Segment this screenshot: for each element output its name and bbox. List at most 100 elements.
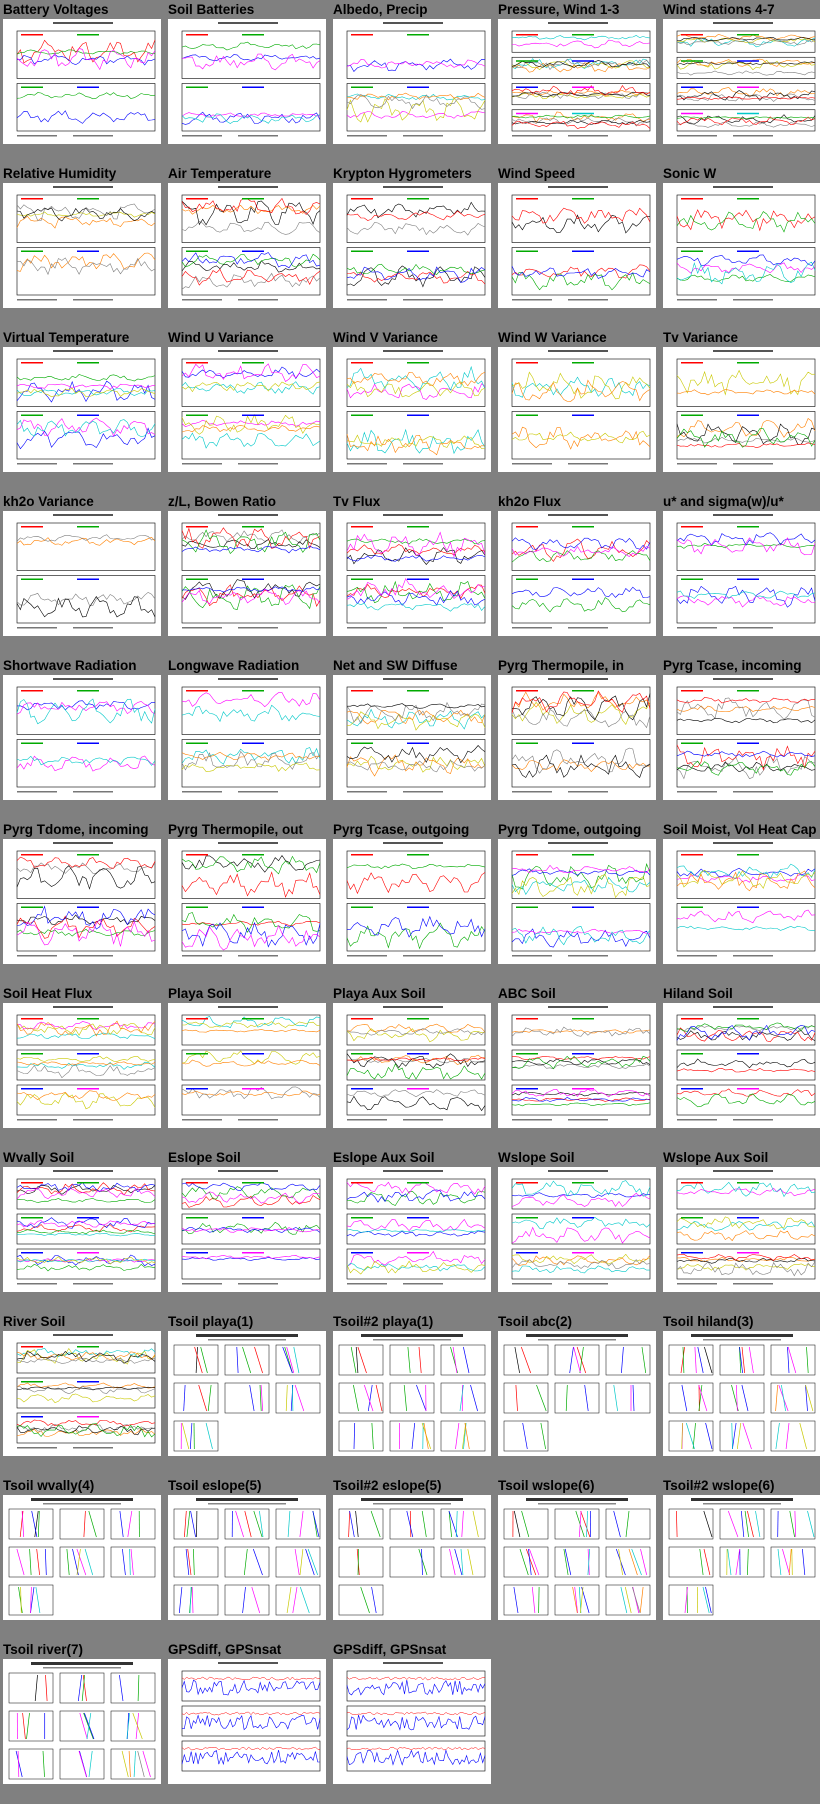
- plot-title[interactable]: Air Temperature: [168, 166, 272, 181]
- plot-thumbnail-cell[interactable]: Playa Aux Soil: [333, 984, 491, 1148]
- plot-title[interactable]: Tsoil playa(1): [168, 1314, 254, 1329]
- plot-thumbnail-image[interactable]: [663, 347, 820, 472]
- plot-thumbnail-image[interactable]: [168, 1495, 326, 1620]
- plot-title[interactable]: GPSdiff, GPSnsat: [168, 1642, 282, 1657]
- plot-thumbnail-image[interactable]: [663, 511, 820, 636]
- plot-thumbnail-cell[interactable]: Wslope Aux Soil: [663, 1148, 820, 1312]
- plot-title[interactable]: z/L, Bowen Ratio: [168, 494, 276, 509]
- plot-thumbnail-cell[interactable]: Tsoil abc(2): [498, 1312, 656, 1476]
- plot-thumbnail-cell[interactable]: Tv Variance: [663, 328, 820, 492]
- plot-title[interactable]: u* and sigma(w)/u*: [663, 494, 784, 509]
- plot-title[interactable]: Tv Flux: [333, 494, 381, 509]
- plot-thumbnail-cell[interactable]: ABC Soil: [498, 984, 656, 1148]
- plot-title[interactable]: Pyrg Tdome, incoming: [3, 822, 149, 837]
- plot-thumbnail-image[interactable]: [498, 183, 656, 308]
- plot-title[interactable]: Tsoil wslope(6): [498, 1478, 595, 1493]
- plot-thumbnail-image[interactable]: [663, 839, 820, 964]
- plot-thumbnail-image[interactable]: [498, 1167, 656, 1292]
- plot-title[interactable]: Albedo, Precip: [333, 2, 428, 17]
- plot-thumbnail-image[interactable]: [498, 1331, 656, 1456]
- plot-thumbnail-cell[interactable]: u* and sigma(w)/u*: [663, 492, 820, 656]
- plot-thumbnail-cell[interactable]: kh2o Variance: [3, 492, 161, 656]
- plot-thumbnail-image[interactable]: [168, 1003, 326, 1128]
- plot-thumbnail-cell[interactable]: Albedo, Precip: [333, 0, 491, 164]
- plot-thumbnail-image[interactable]: [498, 19, 656, 144]
- plot-title[interactable]: Tsoil#2 eslope(5): [333, 1478, 442, 1493]
- plot-title[interactable]: Soil Moist, Vol Heat Cap: [663, 822, 817, 837]
- plot-thumbnail-image[interactable]: [168, 347, 326, 472]
- plot-title[interactable]: Hiland Soil: [663, 986, 733, 1001]
- plot-thumbnail-cell[interactable]: Pyrg Tdome, outgoing: [498, 820, 656, 984]
- plot-title[interactable]: ABC Soil: [498, 986, 556, 1001]
- plot-title[interactable]: Wind V Variance: [333, 330, 438, 345]
- plot-title[interactable]: Playa Aux Soil: [333, 986, 426, 1001]
- plot-thumbnail-cell[interactable]: Pyrg Tcase, incoming: [663, 656, 820, 820]
- plot-title[interactable]: Wind stations 4-7: [663, 2, 775, 17]
- plot-thumbnail-cell[interactable]: GPSdiff, GPSnsat: [168, 1640, 326, 1804]
- plot-title[interactable]: Tsoil#2 wslope(6): [663, 1478, 775, 1493]
- plot-title[interactable]: Tsoil eslope(5): [168, 1478, 262, 1493]
- plot-thumbnail-image[interactable]: [3, 347, 161, 472]
- plot-thumbnail-cell[interactable]: Hiland Soil: [663, 984, 820, 1148]
- plot-title[interactable]: Wind Speed: [498, 166, 576, 181]
- plot-thumbnail-cell[interactable]: kh2o Flux: [498, 492, 656, 656]
- plot-thumbnail-image[interactable]: [168, 1331, 326, 1456]
- plot-thumbnail-image[interactable]: [333, 347, 491, 472]
- plot-thumbnail-image[interactable]: [168, 675, 326, 800]
- plot-title[interactable]: Tsoil abc(2): [498, 1314, 573, 1329]
- plot-thumbnail-image[interactable]: [663, 1495, 820, 1620]
- plot-thumbnail-cell[interactable]: Sonic W: [663, 164, 820, 328]
- plot-title[interactable]: Longwave Radiation: [168, 658, 300, 673]
- plot-title[interactable]: GPSdiff, GPSnsat: [333, 1642, 447, 1657]
- plot-thumbnail-cell[interactable]: Wind stations 4-7: [663, 0, 820, 164]
- plot-thumbnail-cell[interactable]: Wind W Variance: [498, 328, 656, 492]
- plot-thumbnail-cell[interactable]: Net and SW Diffuse: [333, 656, 491, 820]
- plot-thumbnail-cell[interactable]: Tsoil river(7): [3, 1640, 161, 1804]
- plot-thumbnail-image[interactable]: [333, 183, 491, 308]
- plot-title[interactable]: Tsoil hiland(3): [663, 1314, 754, 1329]
- plot-title[interactable]: Net and SW Diffuse: [333, 658, 458, 673]
- plot-thumbnail-image[interactable]: [498, 511, 656, 636]
- plot-thumbnail-image[interactable]: [333, 19, 491, 144]
- plot-title[interactable]: Pyrg Tcase, outgoing: [333, 822, 470, 837]
- plot-title[interactable]: Tv Variance: [663, 330, 739, 345]
- plot-thumbnail-image[interactable]: [3, 183, 161, 308]
- plot-title[interactable]: Virtual Temperature: [3, 330, 130, 345]
- plot-title[interactable]: Relative Humidity: [3, 166, 117, 181]
- plot-thumbnail-image[interactable]: [3, 1003, 161, 1128]
- plot-thumbnail-cell[interactable]: River Soil: [3, 1312, 161, 1476]
- plot-title[interactable]: Wslope Soil: [498, 1150, 575, 1165]
- plot-title[interactable]: Pyrg Thermopile, in: [498, 658, 625, 673]
- plot-thumbnail-image[interactable]: [168, 839, 326, 964]
- plot-title[interactable]: Soil Batteries: [168, 2, 255, 17]
- plot-thumbnail-cell[interactable]: Tsoil#2 eslope(5): [333, 1476, 491, 1640]
- plot-thumbnail-cell[interactable]: Eslope Aux Soil: [333, 1148, 491, 1312]
- plot-thumbnail-cell[interactable]: Pyrg Tdome, incoming: [3, 820, 161, 984]
- plot-thumbnail-cell[interactable]: Krypton Hygrometers: [333, 164, 491, 328]
- plot-thumbnail-image[interactable]: [663, 675, 820, 800]
- plot-thumbnail-image[interactable]: [3, 1331, 161, 1456]
- plot-title[interactable]: Tsoil wvally(4): [3, 1478, 95, 1493]
- plot-thumbnail-cell[interactable]: Air Temperature: [168, 164, 326, 328]
- plot-thumbnail-cell[interactable]: Tsoil playa(1): [168, 1312, 326, 1476]
- plot-thumbnail-cell[interactable]: Pyrg Tcase, outgoing: [333, 820, 491, 984]
- plot-title[interactable]: Pyrg Thermopile, out: [168, 822, 304, 837]
- plot-thumbnail-cell[interactable]: Longwave Radiation: [168, 656, 326, 820]
- plot-thumbnail-image[interactable]: [3, 1659, 161, 1784]
- plot-thumbnail-cell[interactable]: Soil Batteries: [168, 0, 326, 164]
- plot-thumbnail-cell[interactable]: Virtual Temperature: [3, 328, 161, 492]
- plot-thumbnail-image[interactable]: [663, 1003, 820, 1128]
- plot-title[interactable]: Pyrg Tcase, incoming: [663, 658, 802, 673]
- plot-thumbnail-cell[interactable]: Tsoil#2 wslope(6): [663, 1476, 820, 1640]
- plot-thumbnail-image[interactable]: [3, 511, 161, 636]
- plot-thumbnail-image[interactable]: [663, 1167, 820, 1292]
- plot-thumbnail-image[interactable]: [333, 1331, 491, 1456]
- plot-title[interactable]: Pyrg Tdome, outgoing: [498, 822, 642, 837]
- plot-thumbnail-image[interactable]: [333, 1659, 491, 1784]
- plot-thumbnail-cell[interactable]: Pyrg Thermopile, out: [168, 820, 326, 984]
- plot-thumbnail-cell[interactable]: Pyrg Thermopile, in: [498, 656, 656, 820]
- plot-thumbnail-image[interactable]: [333, 1495, 491, 1620]
- plot-thumbnail-cell[interactable]: Eslope Soil: [168, 1148, 326, 1312]
- plot-title[interactable]: Tsoil#2 playa(1): [333, 1314, 434, 1329]
- plot-thumbnail-cell[interactable]: Wslope Soil: [498, 1148, 656, 1312]
